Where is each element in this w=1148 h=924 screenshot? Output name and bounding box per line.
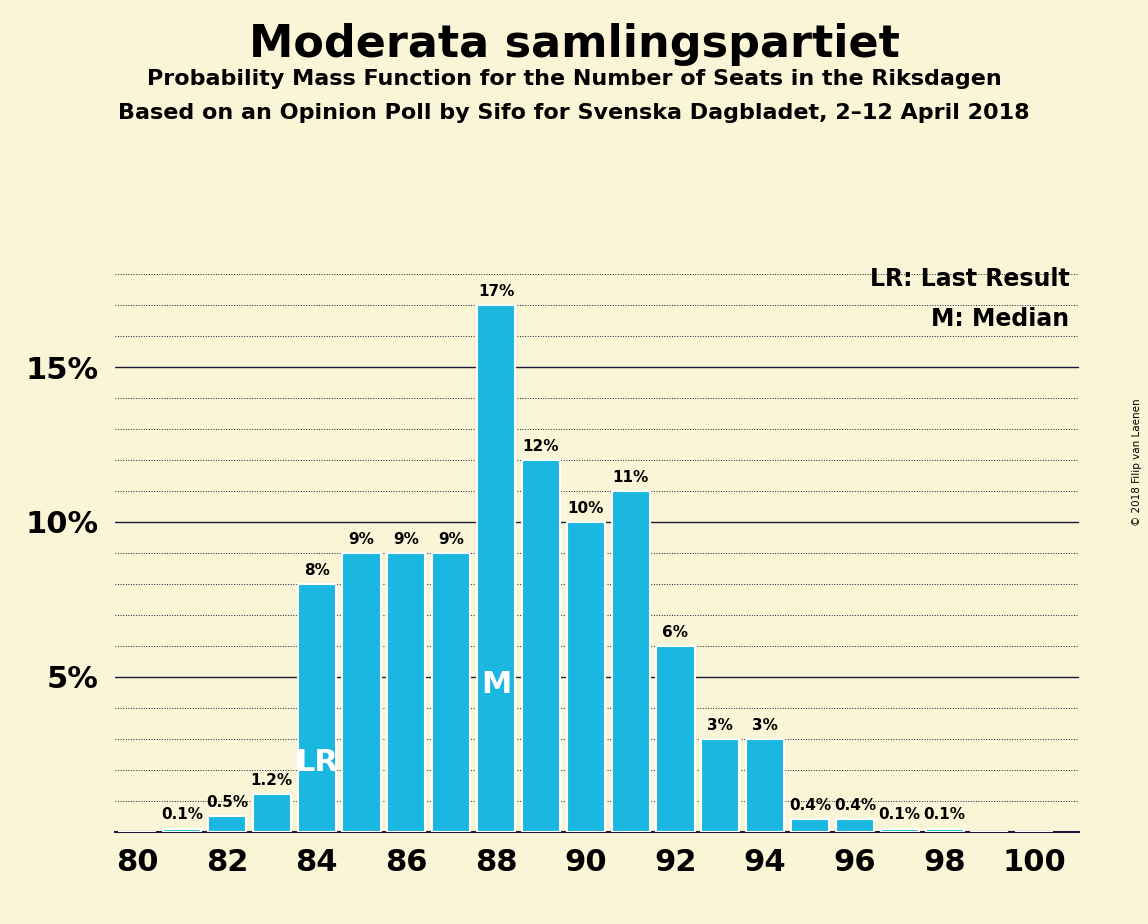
Bar [925,829,963,832]
Text: 3%: 3% [707,718,734,733]
Bar [836,820,874,832]
Bar [746,738,784,832]
Bar [342,553,380,832]
Text: 0.4%: 0.4% [789,798,831,813]
Text: 0.1%: 0.1% [923,808,965,822]
Text: LR: Last Result: LR: Last Result [870,267,1070,291]
Text: M: M [481,670,511,699]
Text: 3%: 3% [752,718,778,733]
Bar [297,584,335,832]
Text: M: Median: M: Median [931,308,1070,332]
Bar [701,738,739,832]
Text: 6%: 6% [662,625,689,639]
Bar [253,795,290,832]
Text: 0.4%: 0.4% [833,798,876,813]
Text: 8%: 8% [304,563,329,578]
Text: © 2018 Filip van Laenen: © 2018 Filip van Laenen [1132,398,1142,526]
Bar [476,305,515,832]
Bar [791,820,829,832]
Text: 12%: 12% [522,439,559,454]
Bar [522,460,560,832]
Text: Moderata samlingspartiet: Moderata samlingspartiet [249,23,899,67]
Text: 0.1%: 0.1% [161,808,203,822]
Text: 0.5%: 0.5% [205,795,248,810]
Text: 1.2%: 1.2% [250,773,293,788]
Bar [881,829,918,832]
Bar [208,816,246,832]
Bar [163,829,201,832]
Text: Based on an Opinion Poll by Sifo for Svenska Dagbladet, 2–12 April 2018: Based on an Opinion Poll by Sifo for Sve… [118,103,1030,124]
Text: 11%: 11% [613,469,649,485]
Bar [612,491,650,832]
Bar [387,553,426,832]
Text: LR: LR [295,748,338,777]
Bar [567,522,605,832]
Bar [657,646,695,832]
Text: 0.1%: 0.1% [878,808,921,822]
Text: 17%: 17% [478,284,514,299]
Bar [432,553,471,832]
Text: 9%: 9% [439,531,464,547]
Text: Probability Mass Function for the Number of Seats in the Riksdagen: Probability Mass Function for the Number… [147,69,1001,90]
Text: 9%: 9% [349,531,374,547]
Text: 10%: 10% [567,501,604,516]
Text: 9%: 9% [394,531,419,547]
